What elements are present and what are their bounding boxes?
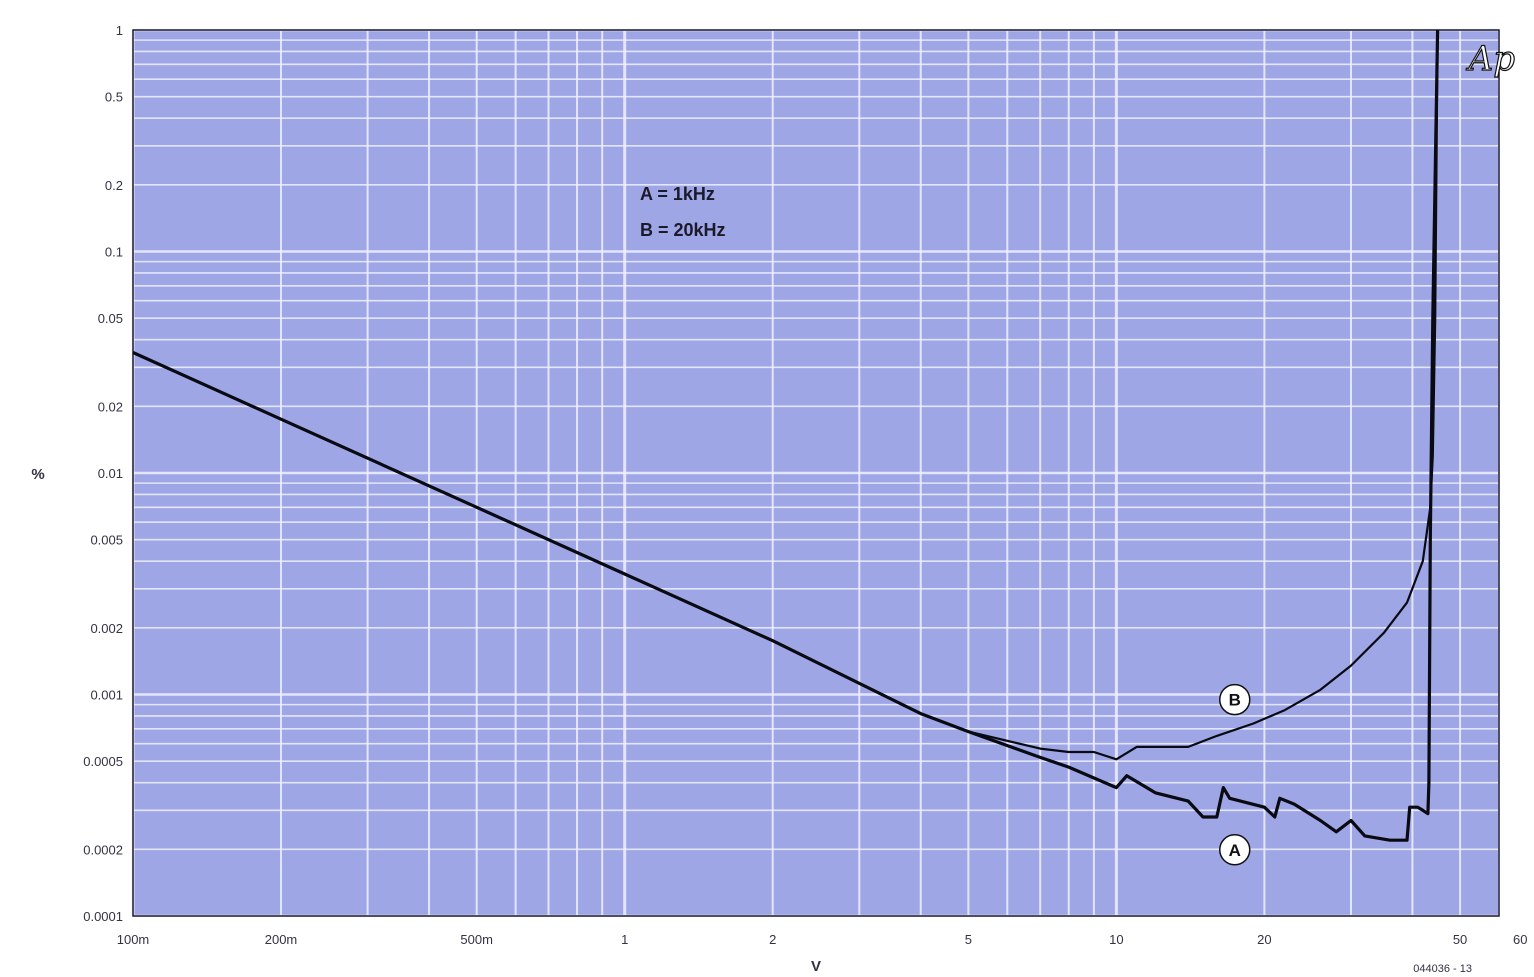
- x-tick-labels: 100m 200m 500m 1 2 5 10 20 50 60: [117, 932, 1528, 947]
- callout-a: A: [1219, 834, 1251, 866]
- y-tick-label: 0.0001: [83, 909, 123, 924]
- callout-circle: [1219, 834, 1251, 866]
- series-layer: [132, 29, 1440, 842]
- x-tick-label: 5: [965, 932, 972, 947]
- figure-id: 044036 - 13: [1413, 963, 1472, 975]
- x-tick-label: 50: [1453, 932, 1467, 947]
- legend-entry-b: B = 20kHz: [640, 220, 726, 240]
- x-tick-label: 20: [1257, 932, 1271, 947]
- ap-logo: Ap: [1466, 39, 1515, 79]
- y-tick-label: 0.002: [90, 621, 123, 636]
- callout-label: B: [1229, 691, 1241, 710]
- y-tick-label: 0.0005: [83, 754, 123, 769]
- series-line-b: [132, 29, 1439, 761]
- y-tick-label: 0.005: [90, 533, 123, 548]
- x-tick-label: 1: [621, 932, 628, 947]
- x-axis-label: V: [811, 958, 821, 975]
- x-tick-label: 60: [1513, 932, 1527, 947]
- x-tick-label: 200m: [265, 932, 298, 947]
- x-tick-label: 500m: [460, 932, 493, 947]
- y-tick-label: 0.0002: [83, 842, 123, 857]
- x-tick-label: 100m: [117, 932, 150, 947]
- x-tick-label: 2: [769, 932, 776, 947]
- y-tick-label: 0.001: [90, 688, 123, 703]
- x-tick-label: 10: [1109, 932, 1123, 947]
- y-tick-label: 1: [116, 23, 123, 38]
- legend-entry-a: A = 1kHz: [640, 184, 715, 204]
- y-tick-label: 0.1: [105, 245, 123, 260]
- y-tick-label: 0.05: [98, 311, 123, 326]
- y-tick-label: 0.01: [98, 466, 123, 481]
- y-tick-label: 0.5: [105, 90, 123, 105]
- y-tick-labels: 1 0.5 0.2 0.1 0.05 0.02 0.01 0.005 0.002 0.001 0.0…: [83, 23, 123, 924]
- callout-layer: AB: [1219, 683, 1251, 866]
- plot-frame: [132, 29, 1500, 917]
- callout-label: A: [1229, 841, 1241, 860]
- y-tick-label: 0.2: [105, 178, 123, 193]
- callout-b: B: [1219, 683, 1251, 716]
- y-tick-label: 0.02: [98, 399, 123, 414]
- callout-circle: [1219, 683, 1251, 716]
- y-axis-label: %: [31, 466, 44, 483]
